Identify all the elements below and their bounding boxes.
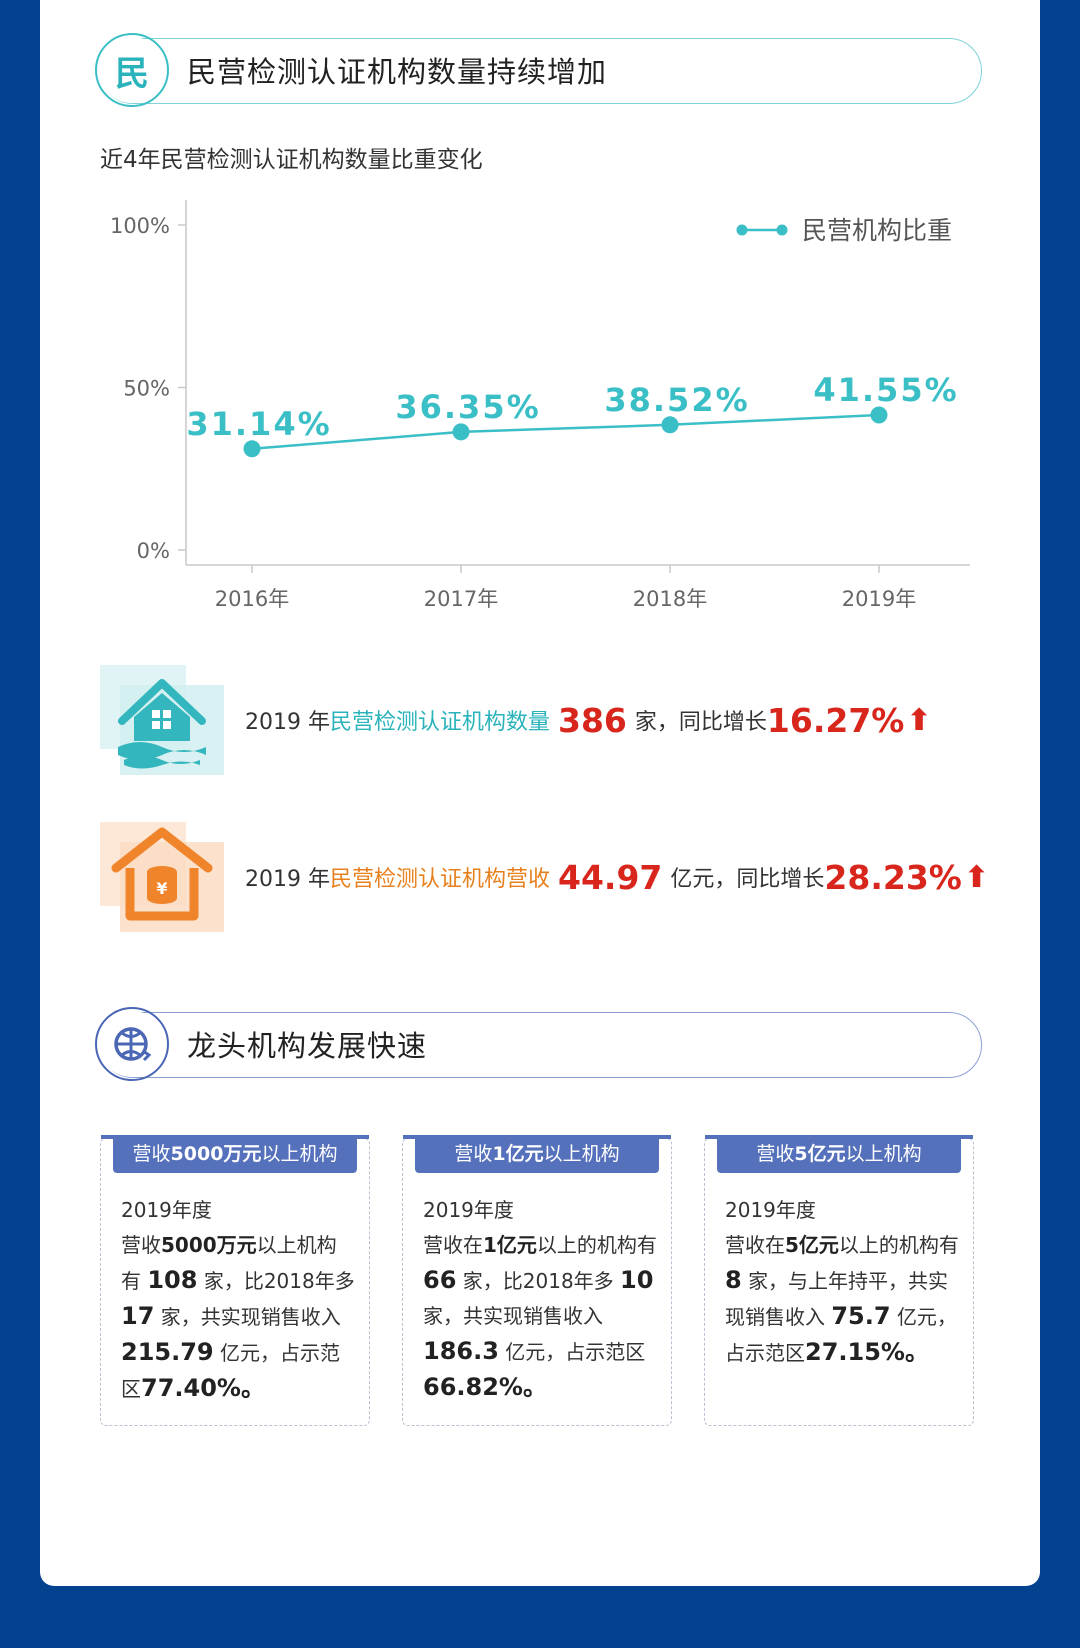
stat-year: 2019 年 <box>245 710 330 735</box>
stat-row-revenue: ¥ 2019 年 民营检测认证机构营收 44.97 亿元，同比增长 28.23%… <box>100 822 1000 932</box>
chart-axes: 0% 50% 100% 2016年 2017年 2018年 2019年 <box>110 200 970 611</box>
badge-character: 民 <box>115 53 149 94</box>
stat-text-revenue: 2019 年 民营检测认证机构营收 44.97 亿元，同比增长 28.23% ⬆ <box>245 822 989 932</box>
stat-unit: 亿元，同比增长 <box>670 867 825 892</box>
stat-year: 2019 年 <box>245 867 330 892</box>
stat-unit: 家，同比增长 <box>634 710 767 735</box>
box-year: 2019年度 <box>725 1198 816 1222</box>
legend-marker <box>736 224 748 236</box>
chart-title: 近4年民营检测认证机构数量比重变化 <box>100 147 483 173</box>
legend-label: 民营机构比重 <box>802 216 952 245</box>
data-point <box>870 406 888 424</box>
box-tab: 营收1亿元以上机构 <box>403 1135 671 1173</box>
house-wave-icon <box>100 665 224 775</box>
info-box-5y: 营收5亿元以上机构 2019年度 营收在5亿元以上的机构有 8 家，与上年持平，… <box>704 1135 974 1426</box>
svg-text:¥: ¥ <box>156 879 167 898</box>
legend-marker <box>776 224 788 236</box>
data-label: 36.35% <box>395 388 540 426</box>
content-card <box>40 0 1040 1586</box>
up-arrow-icon: ⬆ <box>906 702 932 738</box>
stat-value: 386 <box>558 700 627 740</box>
stat-text-count: 2019 年 民营检测认证机构数量 386 家，同比增长 16.27% ⬆ <box>245 665 932 775</box>
data-label: 38.52% <box>604 381 749 419</box>
section-title: 民营检测认证机构数量持续增加 <box>187 55 608 89</box>
house-coin-icon: ¥ <box>100 822 224 932</box>
stat-label: 民营检测认证机构营收 <box>329 867 550 892</box>
box-description: 营收5000万元以上机构有 108 家，比2018年多 17 家，共实现销售收入… <box>121 1233 355 1402</box>
badge: 民 <box>99 37 165 103</box>
info-box-5000w: 营收5000万元以上机构 2019年度 营收5000万元以上机构有 108 家，… <box>100 1135 370 1426</box>
x-tick-label: 2017年 <box>424 587 498 611</box>
data-point <box>661 416 679 434</box>
up-arrow-icon: ⬆ <box>963 859 989 895</box>
badge <box>99 1011 165 1077</box>
box-year: 2019年度 <box>423 1198 514 1222</box>
globe-icon <box>114 1027 152 1062</box>
info-box-1y: 营收1亿元以上机构 2019年度 营收在1亿元以上的机构有 66 家，比2018… <box>402 1135 672 1426</box>
y-tick-label: 50% <box>123 377 170 401</box>
stat-growth: 28.23% <box>824 857 962 897</box>
y-tick-label: 0% <box>137 539 170 563</box>
x-tick-label: 2018年 <box>633 587 707 611</box>
box-body: 2019年度 营收在5亿元以上的机构有 8 家，与上年持平，共实现销售收入 75… <box>725 1193 959 1371</box>
x-tick-label: 2016年 <box>215 587 289 611</box>
chart-marks: 31.14% 36.35% 38.52% 41.55% <box>186 371 958 458</box>
data-point <box>243 440 261 458</box>
box-body: 2019年度 营收5000万元以上机构有 108 家，比2018年多 17 家，… <box>121 1193 355 1407</box>
series-line <box>251 413 880 451</box>
badge-ring <box>95 1007 169 1081</box>
stat-growth: 16.27% <box>766 700 905 740</box>
box-tab: 营收5000万元以上机构 <box>101 1135 369 1173</box>
data-label: 41.55% <box>813 371 958 409</box>
box-year: 2019年度 <box>121 1198 212 1222</box>
line-chart: 0% 50% 100% 2016年 2017年 2018年 2019年 31.14% 36.3… <box>110 200 970 611</box>
box-description: 营收在1亿元以上的机构有 66 家，比2018年多 10 家，共实现销售收入 1… <box>423 1233 657 1401</box>
badge-ring <box>95 33 169 107</box>
data-label: 31.14% <box>186 405 331 443</box>
y-tick-label: 100% <box>110 214 170 238</box>
box-body: 2019年度 营收在1亿元以上的机构有 66 家，比2018年多 10 家，共实… <box>423 1193 657 1406</box>
section-header-leading: 龙头机构发展快速 <box>95 1007 982 1081</box>
section-title: 龙头机构发展快速 <box>187 1029 428 1063</box>
x-tick-label: 2019年 <box>842 587 916 611</box>
box-description: 营收在5亿元以上的机构有 8 家，与上年持平，共实现销售收入 75.7 亿元，占… <box>725 1233 959 1366</box>
data-point <box>452 423 470 441</box>
chart-legend: 民营机构比重 <box>736 216 952 245</box>
stat-value: 44.97 <box>558 857 663 897</box>
stat-row-count: 2019 年 民营检测认证机构数量 386 家，同比增长 16.27% ⬆ <box>100 665 1000 775</box>
box-tab: 营收5亿元以上机构 <box>705 1135 973 1173</box>
section-header-private: 民 民营检测认证机构数量持续增加 <box>95 33 982 107</box>
stat-label: 民营检测认证机构数量 <box>329 710 550 735</box>
